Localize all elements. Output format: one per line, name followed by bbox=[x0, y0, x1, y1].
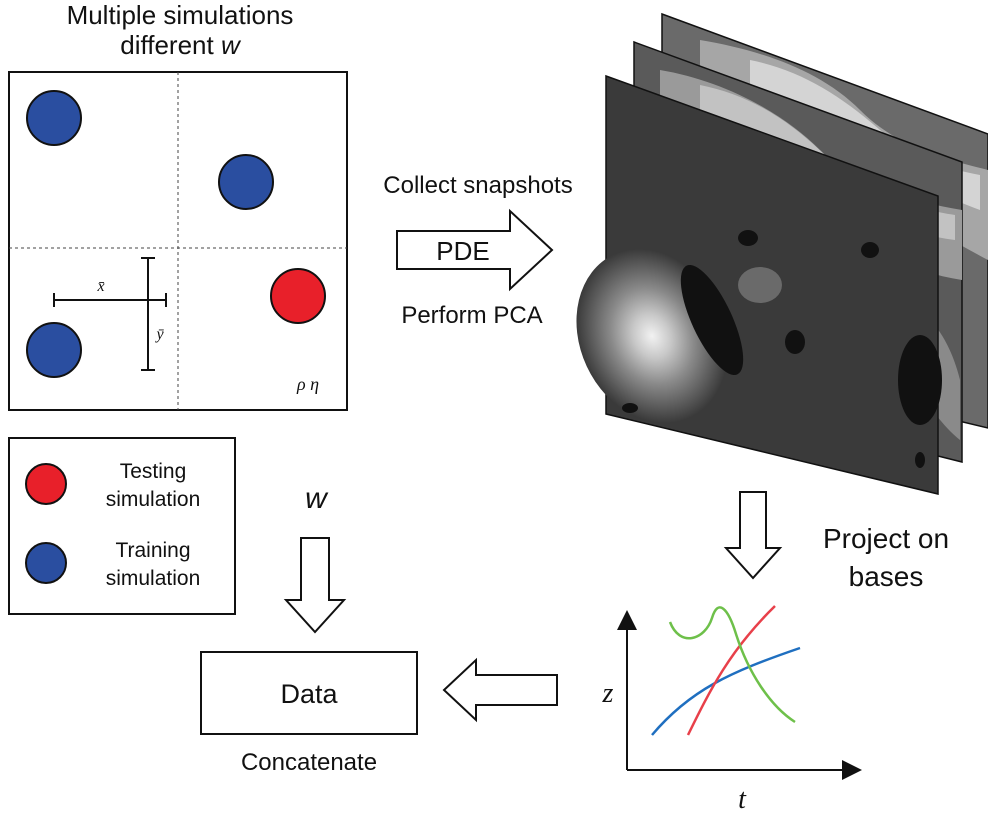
plot-curve-green bbox=[668, 606, 796, 724]
collect-snapshots-label: Collect snapshots bbox=[383, 172, 572, 199]
title-line-1: Multiple simulations bbox=[67, 0, 294, 30]
w-down-arrow bbox=[283, 537, 347, 634]
bases-label: bases bbox=[849, 561, 924, 592]
legend-testing-line-1: Testing bbox=[120, 460, 187, 483]
data-box bbox=[200, 651, 418, 735]
w-input-label: w bbox=[305, 482, 329, 515]
snapshot-front bbox=[576, 74, 942, 495]
testing-circle bbox=[270, 268, 326, 324]
pde-label: PDE bbox=[436, 236, 489, 266]
training-circle-top-right bbox=[218, 154, 274, 210]
to-data-arrow bbox=[442, 657, 558, 723]
concatenate-label: Concatenate bbox=[241, 749, 377, 776]
y-bar-measure bbox=[141, 257, 155, 371]
simulation-domain-box: x̄ ȳ ρ η bbox=[8, 71, 348, 411]
plot-y-label: z bbox=[602, 678, 614, 709]
legend-box: Testing simulation Training simulation bbox=[8, 437, 236, 615]
legend-testing-swatch bbox=[25, 463, 67, 505]
perform-pca-label: Perform PCA bbox=[401, 302, 542, 329]
title-line-2: different w bbox=[120, 30, 242, 60]
data-label: Data bbox=[280, 679, 338, 709]
title-w-symbol: w bbox=[221, 30, 242, 60]
plot-x-label: t bbox=[738, 784, 747, 815]
legend-training-swatch bbox=[25, 542, 67, 584]
coefficient-plot: z t bbox=[602, 605, 862, 815]
project-on-label: Project on bbox=[823, 523, 949, 554]
legend-training-line-2: simulation bbox=[106, 567, 201, 590]
legend-testing-line-2: simulation bbox=[106, 488, 201, 511]
project-arrow bbox=[723, 491, 783, 580]
plot-curve-blue bbox=[651, 646, 801, 736]
training-circle-top-left bbox=[26, 90, 82, 146]
snapshot-stack bbox=[576, 12, 988, 495]
training-circle-bottom-left bbox=[26, 322, 82, 378]
y-bar-label: ȳ bbox=[154, 326, 164, 343]
pde-arrow bbox=[396, 208, 554, 292]
plot-curve-red bbox=[686, 605, 776, 736]
rho-eta-label: ρ η bbox=[296, 374, 319, 394]
legend-training-line-1: Training bbox=[115, 539, 190, 562]
x-bar-label: x̄ bbox=[96, 278, 104, 295]
title-line-2-prefix: different bbox=[120, 30, 221, 60]
